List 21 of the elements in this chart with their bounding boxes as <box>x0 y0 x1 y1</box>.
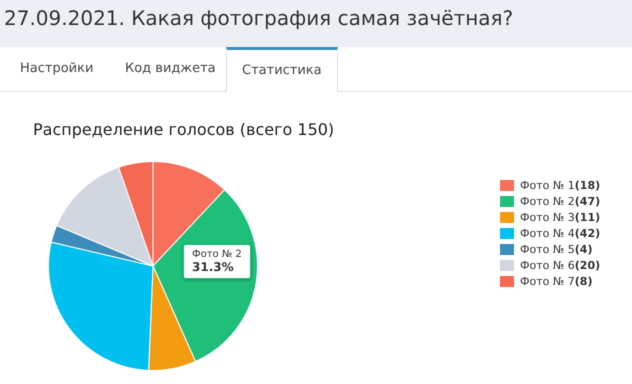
data-label: (11) <box>574 210 600 224</box>
legend-label: Фото № 4 <box>520 226 575 240</box>
legend-label: Фото № 3 <box>520 210 575 224</box>
data-label: (47) <box>574 194 600 208</box>
data-label: (8) <box>574 274 592 288</box>
text: Код виджета <box>124 60 217 78</box>
legend-label: Фото № 7 <box>520 274 575 288</box>
text: 31.3% <box>192 260 234 274</box>
legend-label: Фото № 5 <box>520 242 575 256</box>
data-label: (20) <box>574 258 600 272</box>
text: Фото № 2 <box>192 249 242 260</box>
text: Настройки <box>19 60 94 78</box>
legend-label: Фото № 2 <box>520 194 575 208</box>
chart-title: Распределение голосов (всего 150) <box>33 120 334 139</box>
data-label: (42) <box>574 226 600 240</box>
data-label: (18) <box>574 178 600 192</box>
text: Статистика <box>226 47 338 92</box>
text: 27.09.2021. Какая фотография самая зачётная? <box>4 6 514 30</box>
legend-label: Фото № 1 <box>520 178 575 192</box>
data-label: (4) <box>574 242 592 256</box>
legend-label: Фото № 6 <box>520 258 575 272</box>
